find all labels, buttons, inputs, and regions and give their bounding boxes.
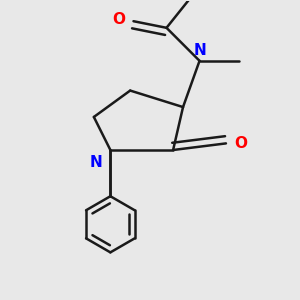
Text: O: O: [234, 136, 247, 151]
Text: N: N: [89, 155, 102, 170]
Text: O: O: [112, 12, 125, 27]
Text: N: N: [193, 43, 206, 58]
